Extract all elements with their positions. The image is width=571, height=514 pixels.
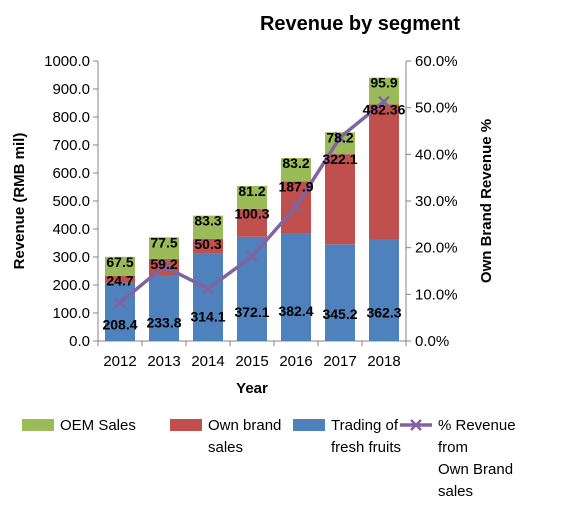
data-label: 59.2 (150, 256, 177, 272)
y2-tick-label: 10.0% (415, 286, 458, 303)
bar-oem-sales-2015 (237, 236, 267, 341)
data-label: 314.1 (190, 308, 225, 324)
data-label: 208.4 (102, 317, 137, 333)
y-tick-label: 800.0 (52, 109, 90, 126)
data-label: 83.2 (282, 155, 309, 171)
y-tick-label: 700.0 (52, 137, 90, 154)
legend-label-line: sales (208, 439, 243, 456)
y2-tick-label: 50.0% (415, 100, 458, 117)
data-label: 77.5 (150, 234, 177, 250)
legend-label: Own brand sales (208, 417, 281, 456)
bar-oem-sales-2014 (193, 253, 223, 341)
bar-own-brand-sales-2015 (237, 208, 267, 237)
legend-swatch (22, 419, 54, 431)
bar-trading-of-fresh-fruits-2014 (193, 215, 223, 239)
line-marker-2014 (202, 282, 214, 295)
bar-own-brand-sales-2014 (193, 238, 223, 254)
data-label: 100.3 (234, 206, 269, 222)
y2-tick-label: 60.0% (415, 53, 458, 70)
bar-oem-sales-2016 (281, 233, 311, 341)
x-axis-title: Year (236, 380, 268, 397)
y2-tick-label: 20.0% (415, 240, 458, 257)
legend-label-line: fresh fruits (331, 439, 401, 456)
y-tick-label: 600.0 (52, 165, 90, 182)
y-tick-label: 400.0 (52, 221, 90, 238)
y-tick-label: 200.0 (52, 277, 90, 294)
data-label: 95.9 (370, 75, 397, 91)
legend-label-line: OEM Sales (60, 417, 136, 434)
line-marker-2015 (246, 250, 258, 263)
bar-trading-of-fresh-fruits-2015 (237, 185, 267, 209)
y2-tick-label: 40.0% (415, 146, 458, 163)
data-label: 50.3 (194, 236, 221, 252)
line-marker-2018 (378, 95, 390, 108)
data-label: 345.2 (322, 306, 357, 322)
y2-axis-title: Own Brand Revenue % (478, 119, 495, 283)
y-tick-label: 300.0 (52, 249, 90, 266)
legend-label-line: % Revenue (438, 417, 516, 434)
x-tick-label: 2018 (367, 353, 400, 370)
chart-title: Revenue by segment (260, 13, 460, 35)
bar-own-brand-sales-2017 (325, 154, 355, 245)
x-tick-label: 2013 (147, 353, 180, 370)
legend-swatch (170, 419, 202, 431)
bar-trading-of-fresh-fruits-2013 (149, 237, 179, 259)
data-label: 482.36 (363, 101, 406, 117)
data-label: 362.3 (366, 305, 401, 321)
data-label: 372.1 (234, 304, 269, 320)
bar-trading-of-fresh-fruits-2012 (105, 256, 135, 276)
line-marker-2017 (334, 131, 346, 144)
legend-label: % Revenue from Own Brand sales (438, 417, 516, 500)
x-tick-label: 2012 (103, 353, 136, 370)
legend-label: Trading of fresh fruits (331, 417, 401, 456)
y-axis-title: Revenue (RMB mil) (11, 133, 28, 270)
line-marker-2013 (158, 260, 170, 273)
y-tick-label: 500.0 (52, 193, 90, 210)
data-label: 382.4 (278, 303, 313, 319)
legend-swatch-marker (410, 419, 422, 431)
legend-swatch (293, 419, 325, 431)
data-label: 78.2 (326, 129, 353, 145)
legend-label-line: sales (438, 483, 473, 500)
bar-own-brand-sales-2012 (105, 275, 135, 283)
data-label: 233.8 (146, 315, 181, 331)
legend-label-line: from (438, 439, 468, 456)
line-marker-2016 (290, 200, 302, 213)
own-brand-percent-line (114, 95, 390, 309)
bar-oem-sales-2018 (369, 239, 399, 341)
x-tick-label: 2014 (191, 353, 224, 370)
legend-label: OEM Sales (60, 417, 136, 434)
data-labels: 208.4 24.7 67.5 233.8 59.2 77.5 314.1 50.3 83.3 3… (102, 75, 405, 333)
line-marker-2012 (114, 296, 126, 309)
legend-label-line: Own Brand (438, 461, 513, 478)
legend: OEM Sales Own brand sales Trading of fresh f… (22, 417, 516, 500)
data-label: 83.3 (194, 213, 221, 229)
x-tick-label: 2015 (235, 353, 268, 370)
data-label: 81.2 (238, 183, 265, 199)
y-tick-label: 900.0 (52, 81, 90, 98)
y2-tick-label: 0.0% (415, 333, 449, 350)
y-tick-label: 0.0 (69, 333, 90, 350)
tick-labels: 0.0 100.0 200.0 300.0 400.0 500.0 600.0 700.0 80… (44, 53, 457, 370)
data-label: 24.7 (106, 273, 133, 289)
data-label: 187.9 (278, 178, 313, 194)
x-tick-label: 2017 (323, 353, 356, 370)
data-label: 322.1 (322, 151, 357, 167)
bar-trading-of-fresh-fruits-2016 (281, 158, 311, 182)
x-tick-label: 2016 (279, 353, 312, 370)
bar-oem-sales-2017 (325, 244, 355, 341)
legend-label-line: Own brand (208, 417, 281, 434)
data-label: 67.5 (106, 254, 133, 270)
bar-own-brand-sales-2018 (369, 104, 399, 240)
y-tick-label: 100.0 (52, 305, 90, 322)
bar-oem-sales-2013 (149, 275, 179, 341)
y-tick-label: 1000.0 (44, 53, 90, 70)
y2-tick-label: 30.0% (415, 193, 458, 210)
legend-label-line: Trading of (331, 417, 399, 434)
bars (105, 77, 399, 341)
